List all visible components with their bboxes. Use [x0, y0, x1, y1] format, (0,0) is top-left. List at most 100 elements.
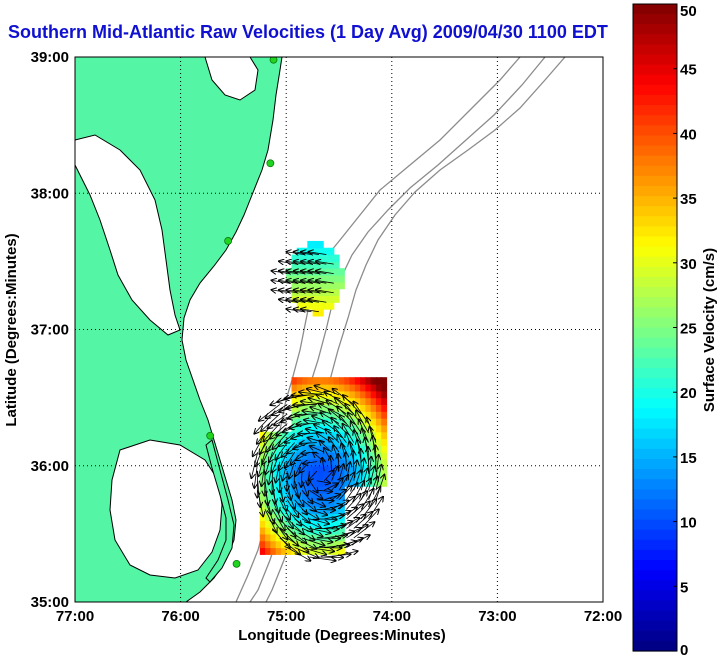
velocity-cell [259, 547, 266, 555]
colorbar-segment [633, 640, 677, 652]
colorbar-segment [633, 610, 677, 622]
colorbar-segment [633, 266, 677, 278]
x-tick-label: 76:00 [161, 608, 199, 625]
velocity-cell [312, 499, 319, 508]
velocity-cell [307, 424, 314, 433]
velocity-cell [286, 479, 293, 487]
colorbar-segment [633, 175, 677, 187]
velocity-cell [333, 540, 340, 549]
velocity-cell [291, 281, 298, 290]
colorbar-segment [633, 357, 677, 369]
map-grid [75, 57, 603, 602]
velocity-cell [317, 309, 324, 317]
velocity-cell [317, 281, 324, 290]
colorbar-segment [633, 276, 677, 288]
y-axis-label: Latitude (Degrees:Minutes) [3, 233, 20, 426]
velocity-vector [284, 394, 310, 399]
velocity-vector [294, 547, 319, 558]
colorbar-segment [633, 206, 677, 217]
velocity-cell [275, 540, 282, 549]
velocity-cell [323, 384, 330, 392]
velocity-cell [270, 547, 277, 555]
colorbar-tick-label: 25 [680, 321, 697, 338]
y-tick-label: 39:00 [31, 49, 69, 66]
velocity-cell [307, 377, 314, 385]
colorbar-segment [633, 165, 677, 177]
velocity-cell [312, 261, 319, 269]
velocity-cell [323, 295, 330, 303]
velocity-vector [346, 535, 369, 548]
velocity-cell [312, 240, 319, 249]
velocity-cell [265, 533, 271, 542]
velocity-cell [339, 540, 345, 549]
colorbar-segment [633, 489, 677, 500]
velocity-cell [360, 472, 366, 480]
velocity-cell [291, 397, 298, 406]
velocity-cell [381, 458, 388, 467]
velocity-cell [307, 486, 314, 494]
velocity-cell [291, 465, 298, 474]
velocity-cell [375, 431, 382, 440]
velocity-cell [381, 465, 388, 474]
velocity-cell [307, 404, 314, 412]
velocity-vector [298, 433, 317, 434]
delaware-bay [204, 57, 259, 101]
velocity-cell [307, 547, 314, 555]
velocity-cell [381, 445, 388, 453]
velocity-cell [280, 547, 287, 555]
velocity-cell [317, 240, 324, 249]
velocity-cell [349, 377, 356, 385]
velocity-cell [312, 254, 319, 262]
velocity-cell [296, 302, 303, 310]
velocity-cell [296, 513, 303, 521]
velocity-cell [365, 390, 372, 399]
colorbar-tick-label: 5 [680, 579, 688, 596]
velocity-cell [270, 452, 277, 460]
velocity-cell [302, 431, 308, 440]
velocity-cell [317, 506, 324, 515]
velocity-cell [307, 240, 314, 249]
velocity-cell [328, 384, 335, 392]
velocity-cell [307, 513, 314, 521]
velocity-cell [259, 540, 266, 549]
y-tick-labels: 39:00 38:00 37:00 36:00 35:00 [31, 49, 69, 611]
velocity-cell [323, 247, 330, 256]
velocity-vector [309, 489, 322, 499]
velocity-cell [381, 431, 388, 440]
colorbar-tick-label: 20 [680, 385, 697, 402]
velocity-vector [293, 404, 317, 405]
velocity-cell [354, 377, 361, 385]
velocity-vector [353, 491, 367, 510]
velocity-cell [275, 499, 282, 508]
velocity-cell [365, 384, 372, 392]
velocity-cell [333, 411, 340, 419]
velocity-cell [291, 438, 298, 446]
velocity-vector [324, 525, 345, 529]
velocity-vector [309, 508, 327, 515]
velocity-cell [302, 302, 308, 310]
velocity-cell [375, 404, 382, 412]
velocity-vector [338, 538, 363, 548]
velocity-cell [265, 493, 271, 501]
colorbar-segment [633, 84, 677, 96]
velocity-vector [324, 448, 332, 462]
colorbar-segment [633, 630, 677, 642]
velocity-vector [346, 433, 355, 453]
velocity-cell [349, 424, 356, 433]
velocity-cell [291, 404, 298, 412]
colorbar-segment [633, 539, 677, 551]
velocity-vector [338, 486, 352, 501]
velocity-cell [296, 261, 303, 269]
colorbar-segment [633, 155, 677, 167]
velocity-cell [317, 465, 324, 474]
velocity-vector [301, 528, 323, 536]
velocity-cell [344, 465, 351, 474]
velocity-cell [259, 486, 266, 494]
velocity-cell [312, 295, 319, 303]
velocity-cell [291, 384, 298, 392]
colorbar-segment [633, 519, 677, 531]
velocity-vector [331, 456, 332, 472]
velocity-cell [296, 506, 303, 515]
velocity-cell [296, 247, 303, 256]
velocity-cell [323, 472, 330, 480]
